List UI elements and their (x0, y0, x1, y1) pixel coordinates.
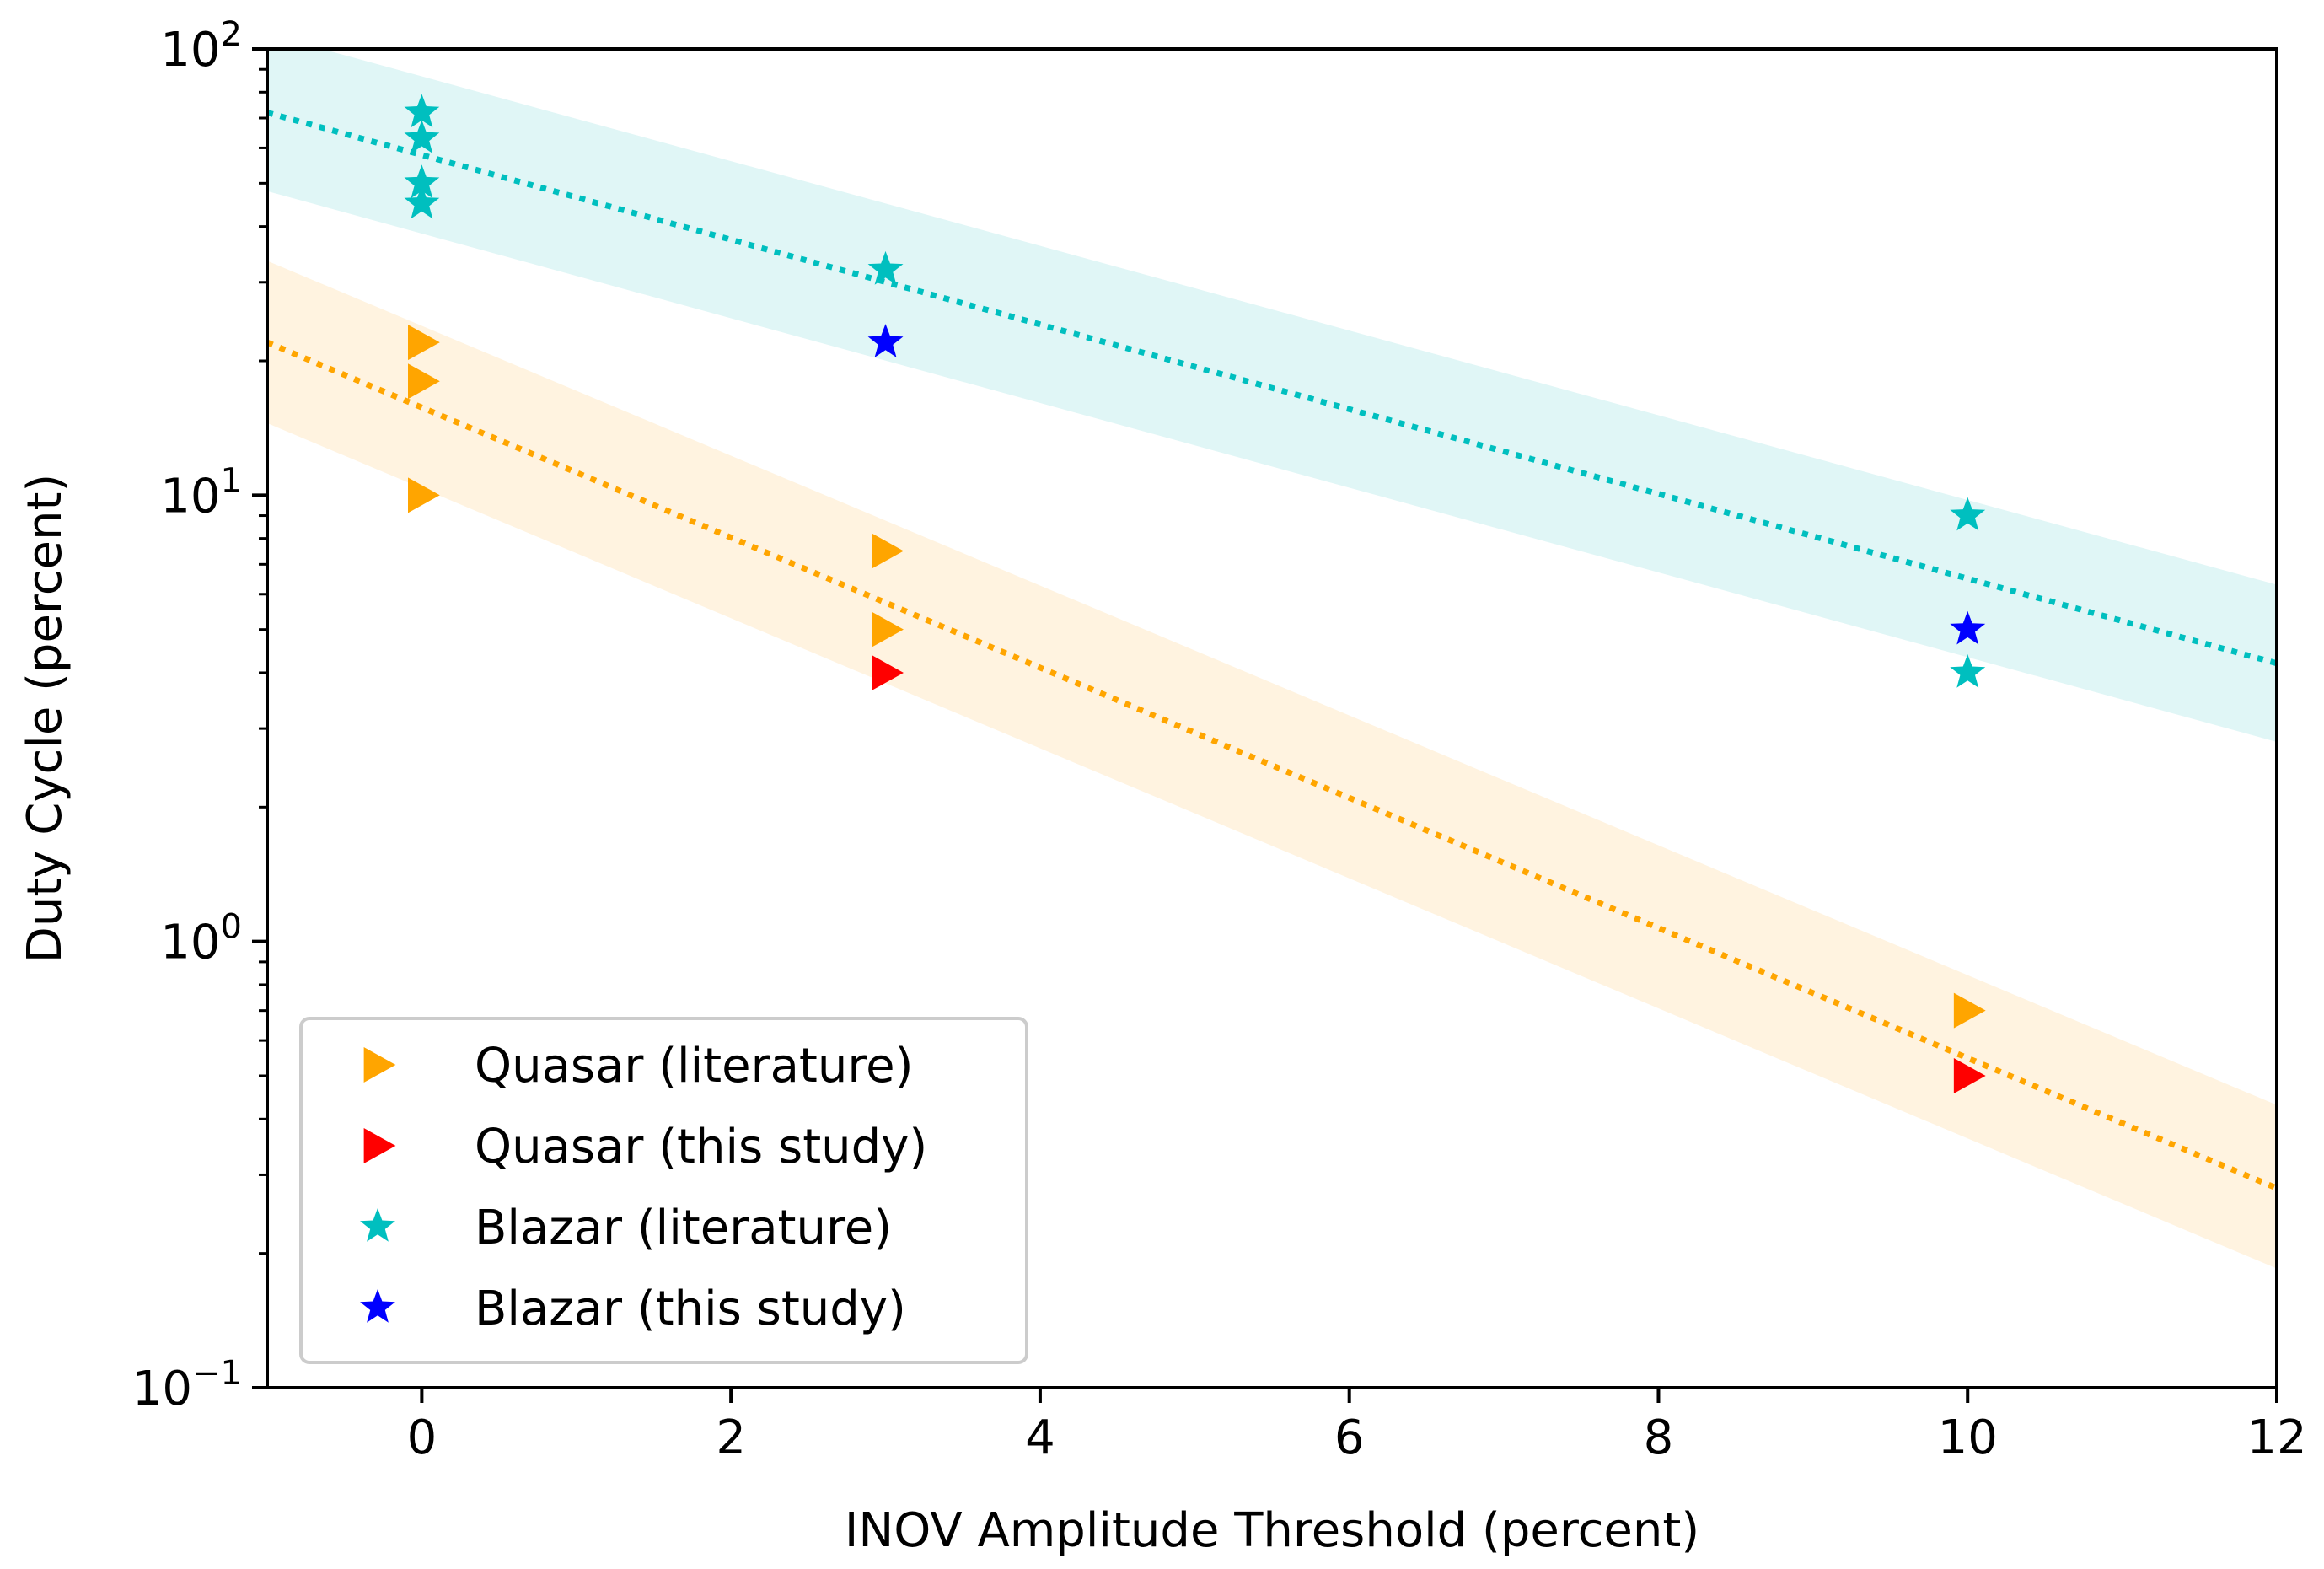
legend-marker-0 (363, 1047, 396, 1083)
point-series2-3 (404, 185, 440, 219)
point-series2-2 (404, 164, 440, 199)
y-tick-label-0: 10−1 (132, 1354, 242, 1416)
x-axis-ticks: 0 2 4 6 8 10 12 (407, 1388, 2307, 1465)
y-tick-label-3: 102 (160, 15, 242, 78)
x-tick-label-0: 0 (407, 1410, 437, 1465)
legend-marker-3 (360, 1289, 395, 1323)
x-tick-label-1: 2 (716, 1410, 746, 1465)
point-series1-0 (872, 654, 904, 690)
point-series0-1 (408, 363, 440, 400)
point-series2-4 (867, 250, 904, 285)
legend: Quasar (literature) Quasar (this study) Bl… (299, 1017, 1028, 1364)
point-series2-1 (404, 120, 440, 153)
point-series2-0 (404, 94, 440, 128)
x-tick-label-5: 10 (1938, 1410, 1998, 1465)
legend-label-2: Blazar (literature) (475, 1201, 892, 1255)
y-tick-label-1: 100 (160, 908, 242, 970)
data-points (404, 94, 1986, 1094)
x-tick-label-3: 6 (1334, 1410, 1365, 1465)
legend-label-1: Quasar (this study) (475, 1120, 927, 1174)
point-series0-5 (1953, 992, 1986, 1029)
blazar-fit-band (267, 49, 2277, 742)
legend-frame (299, 1017, 1028, 1364)
fit-lines (267, 110, 2277, 1191)
point-series0-2 (408, 477, 440, 513)
point-series2-5 (1950, 497, 1986, 531)
x-axis-label: INOV Amplitude Threshold (percent) (845, 1503, 1699, 1558)
confidence-bands (267, 49, 2277, 1269)
y-axis-ticks: 10−1 100 101 102 (132, 15, 267, 1416)
y-axis-label: Duty Cycle (percent) (18, 474, 72, 964)
point-series1-1 (1953, 1058, 1986, 1094)
y-tick-label-2: 101 (160, 461, 242, 524)
point-series0-4 (872, 611, 904, 647)
plot-frame (266, 47, 2278, 1389)
x-tick-label-2: 4 (1025, 1410, 1055, 1465)
legend-label-0: Quasar (literature) (475, 1039, 913, 1093)
quasar-fit-band (267, 261, 2277, 1269)
point-series0-3 (872, 533, 904, 569)
point-series2-6 (1950, 654, 1986, 688)
legend-marker-1 (363, 1128, 396, 1163)
blazar-fit-line (267, 110, 2277, 667)
legend-label-3: Blazar (this study) (475, 1282, 906, 1336)
point-series3-0 (867, 324, 904, 357)
x-tick-label-4: 8 (1644, 1410, 1674, 1465)
legend-marker-2 (360, 1208, 395, 1242)
x-tick-label-6: 12 (2246, 1410, 2306, 1465)
point-series0-0 (408, 325, 440, 361)
point-series3-1 (1950, 610, 1986, 645)
